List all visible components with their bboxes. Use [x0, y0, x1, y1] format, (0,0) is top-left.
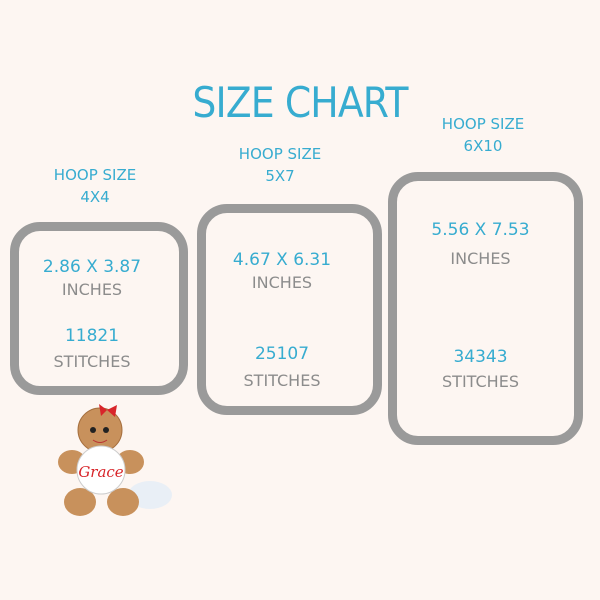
- page-title: SIZE CHART: [192, 78, 408, 127]
- hoop-size: 4X4: [80, 188, 110, 206]
- hoop-size: 6X10: [463, 137, 503, 155]
- dimension-unit: INCHES: [450, 249, 511, 268]
- hoop-label: HOOP SIZE: [53, 166, 137, 184]
- hoop-4x4: [10, 222, 188, 395]
- design-name-text: Grace: [78, 463, 123, 481]
- dimension-unit: INCHES: [251, 273, 313, 292]
- hoop-size-label-5x7: HOOP SIZE 5X7: [205, 143, 355, 187]
- dimension-unit: INCHES: [61, 280, 123, 299]
- hoop-size-label-4x4: HOOP SIZE 4X4: [20, 164, 170, 208]
- stitch-count: 25107: [254, 344, 310, 364]
- hoop-5x7: [197, 204, 382, 415]
- hoop-6x10: [388, 172, 583, 445]
- stitch-unit: STITCHES: [243, 371, 321, 390]
- stitch-unit: STITCHES: [53, 352, 131, 371]
- stitch-unit: STITCHES: [442, 372, 519, 391]
- dimensions: 2.86 X 3.87: [42, 257, 142, 277]
- stitch-count: 34343: [453, 347, 508, 367]
- hoop-label: HOOP SIZE: [441, 115, 525, 133]
- stitch-count: 11821: [64, 326, 120, 346]
- dimensions: 5.56 X 7.53: [431, 220, 530, 240]
- hoop-size-label-6x10: HOOP SIZE 6X10: [408, 113, 558, 157]
- hoop-label: HOOP SIZE: [238, 145, 322, 163]
- hoop-size: 5X7: [265, 167, 295, 185]
- dimensions: 4.67 X 6.31: [232, 250, 332, 270]
- gingerbread-girl-design-image: Grace: [58, 404, 172, 516]
